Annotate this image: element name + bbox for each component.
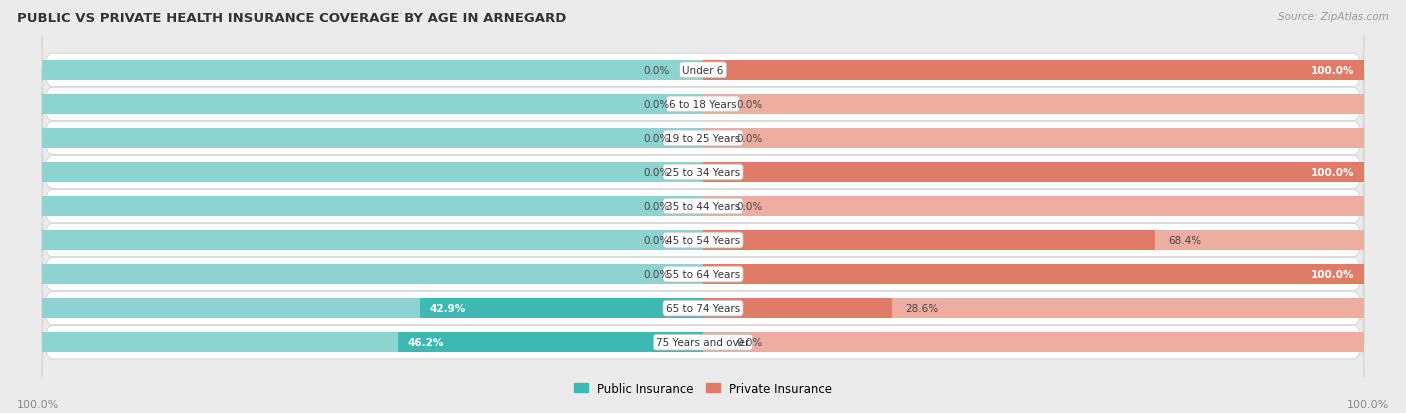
Bar [703,61,1364,81]
Bar [703,163,1364,183]
Bar [419,299,703,318]
Bar [42,95,703,114]
Text: 0.0%: 0.0% [644,269,669,280]
Bar [42,332,703,352]
Text: 75 Years and over: 75 Years and over [657,337,749,347]
Text: 0.0%: 0.0% [644,66,669,76]
Text: 19 to 25 Years: 19 to 25 Years [666,133,740,144]
Text: 65 to 74 Years: 65 to 74 Years [666,304,740,313]
Bar [703,230,1154,250]
Text: 42.9%: 42.9% [429,304,465,313]
FancyBboxPatch shape [42,308,1364,377]
Bar [398,332,703,352]
FancyBboxPatch shape [42,240,1364,309]
Bar [703,61,1364,81]
Bar [42,230,703,250]
Text: 35 to 44 Years: 35 to 44 Years [666,202,740,211]
Bar [703,163,1364,183]
Text: 0.0%: 0.0% [644,133,669,144]
FancyBboxPatch shape [42,70,1364,139]
Bar [42,61,703,81]
Text: Under 6: Under 6 [682,66,724,76]
Bar [42,129,703,148]
Text: 0.0%: 0.0% [737,100,762,109]
Bar [703,230,1364,250]
Bar [42,197,703,216]
Bar [703,265,1364,284]
Bar [703,265,1364,284]
Text: 45 to 54 Years: 45 to 54 Years [666,235,740,245]
Text: 0.0%: 0.0% [644,235,669,245]
FancyBboxPatch shape [42,274,1364,343]
Text: 6 to 18 Years: 6 to 18 Years [669,100,737,109]
Legend: Public Insurance, Private Insurance: Public Insurance, Private Insurance [569,377,837,399]
Text: 0.0%: 0.0% [737,337,762,347]
Text: 100.0%: 100.0% [1310,269,1354,280]
Bar [703,95,1364,114]
Text: PUBLIC VS PRIVATE HEALTH INSURANCE COVERAGE BY AGE IN ARNEGARD: PUBLIC VS PRIVATE HEALTH INSURANCE COVER… [17,12,567,25]
Text: 0.0%: 0.0% [644,168,669,178]
Text: 100.0%: 100.0% [17,399,59,409]
Text: Source: ZipAtlas.com: Source: ZipAtlas.com [1278,12,1389,22]
Text: 0.0%: 0.0% [644,100,669,109]
Text: 55 to 64 Years: 55 to 64 Years [666,269,740,280]
Bar [703,332,1364,352]
Text: 100.0%: 100.0% [1347,399,1389,409]
Bar [42,265,703,284]
Bar [703,299,891,318]
FancyBboxPatch shape [42,172,1364,241]
Bar [42,163,703,183]
FancyBboxPatch shape [42,138,1364,207]
Text: 0.0%: 0.0% [737,202,762,211]
Bar [703,129,1364,148]
FancyBboxPatch shape [42,36,1364,105]
Text: 0.0%: 0.0% [737,133,762,144]
Text: 46.2%: 46.2% [408,337,444,347]
Text: 25 to 34 Years: 25 to 34 Years [666,168,740,178]
Bar [703,197,1364,216]
Bar [703,299,1364,318]
FancyBboxPatch shape [42,104,1364,173]
Bar [42,299,703,318]
Text: 100.0%: 100.0% [1310,168,1354,178]
Text: 68.4%: 68.4% [1168,235,1201,245]
FancyBboxPatch shape [42,206,1364,275]
Text: 100.0%: 100.0% [1310,66,1354,76]
Text: 0.0%: 0.0% [644,202,669,211]
Text: 28.6%: 28.6% [905,304,938,313]
